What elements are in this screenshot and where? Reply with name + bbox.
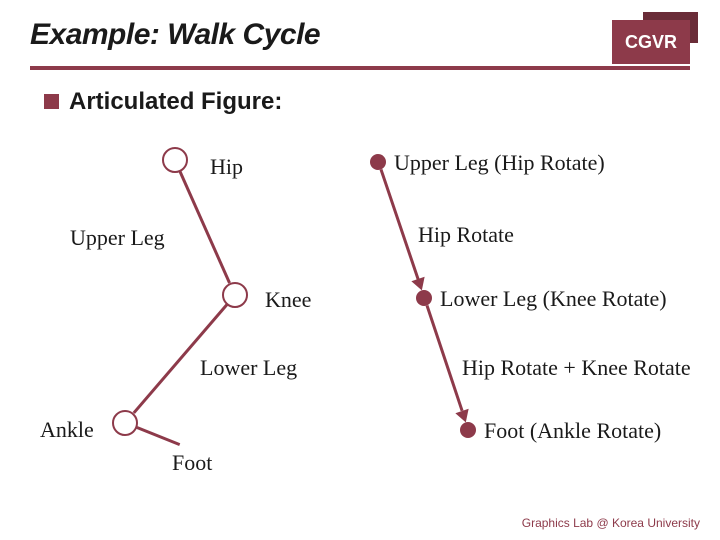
segment-label-hip-knee: Upper Leg — [70, 225, 165, 251]
segment-label-knee-ankle: Lower Leg — [200, 355, 297, 381]
node-label-upper: Upper Leg (Hip Rotate) — [394, 150, 605, 176]
badge-label: CGVR — [612, 20, 690, 64]
node-foot — [460, 422, 476, 438]
edge-label-upper-lower: Hip Rotate — [418, 222, 514, 248]
joint-label-hip: Hip — [210, 154, 243, 180]
subheading-text: Articulated Figure: — [69, 88, 282, 115]
node-lower — [416, 290, 432, 306]
node-label-foot: Foot (Ankle Rotate) — [484, 418, 661, 444]
joint-ankle — [112, 410, 138, 436]
bullet-icon — [44, 94, 59, 109]
joint-hip — [162, 147, 188, 173]
edge-label-lower-foot: Hip Rotate + Knee Rotate — [462, 355, 691, 381]
subheading: Articulated Figure: — [44, 88, 720, 116]
segment-label-foot: Foot — [172, 450, 212, 476]
brand-badge: CGVR — [612, 20, 690, 64]
joint-knee — [222, 282, 248, 308]
edge-upper-lower-shaft — [379, 169, 419, 279]
joint-label-knee: Knee — [265, 287, 311, 313]
footer-text: Graphics Lab @ Korea University — [522, 516, 700, 530]
page-title: Example: Walk Cycle — [30, 18, 690, 52]
header-rule — [30, 66, 690, 70]
figure-diagram: Upper Leg Lower Leg Foot Hip Knee Ankle Hip Ro… — [0, 130, 720, 490]
node-upper — [370, 154, 386, 170]
node-label-lower: Lower Leg (Knee Rotate) — [440, 286, 667, 312]
edge-lower-foot-shaft — [425, 305, 463, 411]
segment-foot — [137, 426, 181, 446]
joint-label-ankle: Ankle — [40, 417, 94, 443]
segment-hip-knee — [179, 171, 231, 283]
